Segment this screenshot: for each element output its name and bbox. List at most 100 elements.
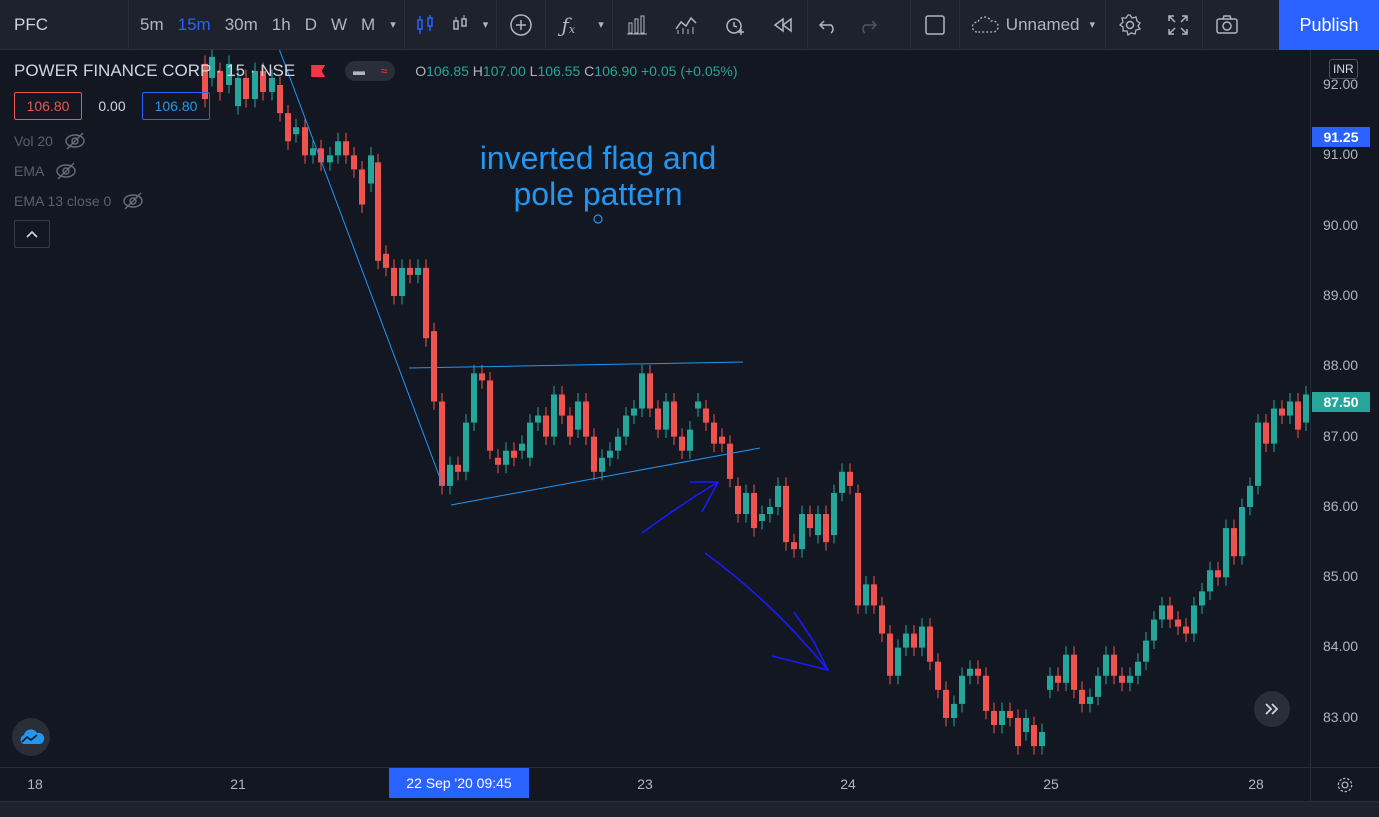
square-icon[interactable] — [911, 0, 959, 50]
bar-chart-icon[interactable] — [613, 0, 661, 50]
symbol-title[interactable]: POWER FINANCE CORP · 15 · NSE — [14, 61, 296, 80]
time-tick-label: 24 — [840, 776, 856, 792]
timeframe-1h[interactable]: 1h — [271, 14, 291, 34]
candle-body — [1287, 401, 1293, 416]
collapse-legend-button[interactable] — [14, 220, 50, 248]
flag-icon[interactable] — [311, 65, 326, 77]
candle-body — [226, 63, 232, 85]
scroll-to-realtime-button[interactable] — [1254, 691, 1290, 727]
visibility-toggle[interactable]: ▬ ≈ — [345, 61, 396, 81]
candle-body — [823, 514, 829, 543]
downtrend-arrow[interactable] — [704, 552, 830, 672]
bottom-panel-strip — [0, 801, 1379, 817]
candle-body — [967, 668, 973, 676]
candle-body — [775, 485, 781, 507]
chevron-down-icon[interactable]: ▾ — [1089, 19, 1096, 31]
candle-body — [447, 464, 453, 486]
candle-body — [463, 422, 469, 472]
candles-hollow-icon[interactable] — [445, 0, 475, 50]
close-label: C — [584, 63, 595, 79]
time-axis[interactable]: 18 21 23 24 25 28 22 Sep '20 09:45 — [0, 767, 1310, 801]
camera-icon[interactable] — [1203, 0, 1251, 50]
candle-body — [439, 401, 445, 486]
candle-body — [847, 471, 853, 486]
indicator-label: EMA — [14, 163, 45, 179]
plus-circle-icon[interactable] — [497, 0, 545, 50]
candle-body — [471, 373, 477, 423]
candle-body — [1079, 689, 1085, 704]
buy-price-box[interactable]: 106.80 — [142, 92, 210, 120]
candle-body — [487, 380, 493, 451]
candle-body — [209, 56, 215, 78]
candle-body — [1215, 570, 1221, 578]
eye-hidden-icon[interactable] — [54, 161, 78, 181]
gear-icon[interactable] — [1106, 0, 1154, 50]
replay-icon[interactable] — [759, 0, 807, 50]
candle-body — [1119, 675, 1125, 683]
price-chart[interactable] — [0, 50, 1310, 767]
redo-icon[interactable] — [848, 0, 888, 50]
cloud-icon — [971, 15, 999, 33]
timeframe-M[interactable]: M — [361, 14, 376, 34]
candle-body — [1063, 654, 1069, 683]
candle-body — [791, 542, 797, 550]
breakout-arrow[interactable] — [641, 481, 720, 534]
pole-line[interactable] — [278, 50, 444, 487]
undo-icon[interactable] — [808, 0, 848, 50]
eye-hidden-icon[interactable] — [121, 191, 145, 211]
chevron-down-icon[interactable]: ▾ — [482, 19, 489, 31]
axis-settings-button[interactable] — [1310, 767, 1379, 801]
indicator-ema[interactable]: EMA — [14, 156, 738, 186]
low-label: L — [529, 63, 538, 79]
chevron-down-icon[interactable]: ▾ — [598, 19, 604, 31]
separator — [1202, 0, 1204, 50]
timeframe-5m[interactable]: 5m — [140, 14, 164, 34]
flag-upper-line[interactable] — [408, 361, 744, 369]
timeframe-D[interactable]: D — [304, 14, 317, 34]
cloud-icon — [20, 729, 45, 744]
indicator-label: EMA 13 close 0 — [14, 193, 112, 209]
timeframe-W[interactable]: W — [330, 14, 348, 34]
candle-body — [1111, 654, 1117, 676]
eye-hidden-icon[interactable] — [63, 131, 87, 151]
candles-icon[interactable] — [405, 0, 445, 50]
currency-label[interactable]: INR — [1329, 59, 1358, 79]
candle-body — [855, 492, 861, 606]
timeframe-15m[interactable]: 15m — [177, 14, 211, 34]
candle-body — [703, 408, 709, 423]
candle-body — [495, 457, 501, 465]
candle-body — [1183, 626, 1189, 634]
price-tick-label: 90.00 — [1323, 216, 1359, 233]
candle-body — [815, 514, 821, 536]
indicator-vol[interactable]: Vol 20 — [14, 126, 738, 156]
flag-lower-line[interactable] — [450, 447, 761, 506]
symbol-search[interactable]: PFC — [14, 14, 48, 34]
sell-price-box[interactable]: 106.80 — [14, 92, 82, 120]
indicator-icon[interactable] — [661, 0, 711, 50]
text-anchor-handle[interactable] — [593, 214, 603, 224]
candle-body — [1263, 422, 1269, 444]
candle-body — [1095, 675, 1101, 697]
candle-body — [277, 85, 283, 114]
candle-body — [951, 703, 957, 718]
fullscreen-icon[interactable] — [1154, 0, 1202, 50]
candle-body — [327, 155, 333, 163]
timeframe-30m[interactable]: 30m — [224, 14, 258, 34]
candle-body — [839, 471, 845, 493]
candle-body — [663, 401, 669, 430]
chevron-down-icon[interactable]: ▾ — [390, 19, 396, 31]
candle-body — [1047, 675, 1053, 690]
tradingview-logo[interactable] — [12, 718, 50, 756]
layout-name-button[interactable]: Unnamed — [960, 0, 1080, 50]
text-annotation[interactable]: inverted flag and pole pattern — [448, 140, 748, 212]
candle-body — [375, 162, 381, 261]
candle-body — [368, 155, 374, 184]
alert-clock-icon[interactable] — [711, 0, 759, 50]
indicator-ema13[interactable]: EMA 13 close 0 — [14, 186, 738, 216]
separator — [958, 0, 960, 50]
candle-body — [759, 514, 765, 522]
publish-button[interactable]: Publish — [1279, 0, 1379, 50]
candle-body — [719, 436, 725, 444]
price-axis[interactable]: INR 92.00 91.00 90.00 89.00 88.00 87.00 86.00 8… — [1310, 50, 1379, 767]
